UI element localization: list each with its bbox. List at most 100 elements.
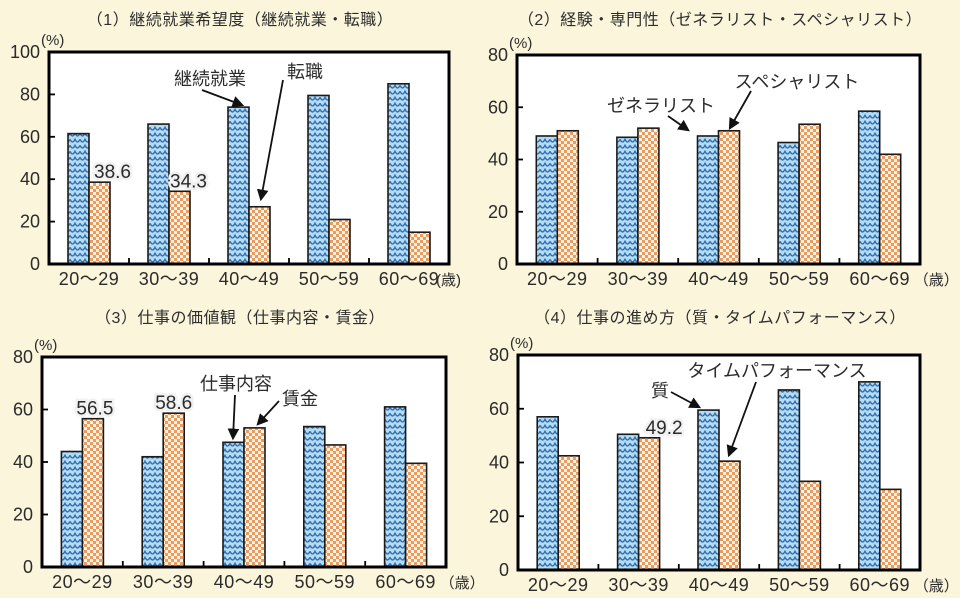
bar-s2-c5	[878, 488, 902, 571]
bar-s2-c4	[798, 480, 822, 571]
x-tick-label: 50〜59	[295, 572, 356, 592]
chart-4-figure: 0 20 40 60 80 20〜29 30〜39 40〜49 50〜59 60〜69 （歳） (%)…	[489, 335, 959, 595]
chart-4-canvas: 0 20 40 60 80 20〜29 30〜39 40〜49 50〜59 60〜69 （歳） (%)…	[480, 298, 960, 598]
bars-series-1	[535, 110, 881, 265]
y-tick-label: 60	[488, 97, 508, 117]
chart-panel-4: （4）仕事の進め方（質・タイムパフォーマンス） 0 20 40 60 80 20〜29 30…	[480, 298, 960, 598]
x-tick-label: 30〜39	[608, 575, 669, 595]
x-tick-label: 40〜49	[219, 269, 280, 289]
y-tick-label: 80	[488, 45, 508, 65]
x-tick-label: 50〜59	[299, 269, 360, 289]
y-tick-label: 20	[13, 505, 33, 525]
bar-s1-c2	[616, 136, 639, 265]
series-annotation-label: 仕事内容	[200, 374, 272, 394]
chart-panel-1: （1）継続就業希望度（継続就業・転職） 0 20 40 60 80 100 20〜29 30〜…	[0, 0, 480, 298]
y-tick-label: 20	[488, 202, 508, 222]
series-annotation-label: ゼネラリスト	[607, 96, 715, 116]
annotation-arrow	[667, 115, 690, 132]
y-tick-label: 40	[488, 150, 508, 170]
data-label: 56.5	[76, 399, 113, 420]
bar-s2-c2	[162, 412, 185, 568]
bar-s2-c5	[408, 231, 431, 265]
x-tick-label: 60〜69	[850, 575, 911, 595]
annotation-arrow	[256, 400, 280, 426]
bar-s1-c4	[777, 141, 800, 265]
y-tick-label: 0	[498, 254, 508, 274]
chart-2-canvas: 0 20 40 60 80 20〜29 30〜39 40〜49 50〜59 60〜69 （歳） (%)…	[480, 0, 960, 298]
x-tick-label: 60〜69	[849, 269, 910, 289]
bar-s2-c2	[637, 127, 660, 265]
annotation-arrow	[201, 89, 245, 108]
y-axis-unit-label: (%)	[41, 32, 64, 49]
x-tick-label: 20〜29	[527, 269, 588, 289]
chart-1-canvas: 0 20 40 60 80 100 20〜29 30〜39 40〜49 50〜59 60〜69 (歳)…	[0, 0, 480, 298]
chart-panel-2: （2）経験・専門性（ゼネラリスト・スペシャリスト） 0 20 40 60 80 20〜29…	[480, 0, 960, 298]
data-label: 34.3	[170, 171, 207, 192]
series-annotation-label: 賃金	[282, 389, 318, 409]
x-tick-label: 30〜39	[133, 572, 194, 592]
y-tick-label: 0	[23, 557, 33, 577]
series-annotation-label: 質	[651, 381, 669, 401]
bar-s1-c2	[616, 433, 640, 571]
series-annotation-label: スペシャリスト	[735, 72, 860, 92]
bar-s1-c5	[387, 83, 410, 265]
bar-s2-c3	[718, 460, 741, 571]
x-tick-label: 50〜59	[769, 575, 830, 595]
y-tick-label: 80	[20, 84, 40, 104]
bar-s1-c2	[147, 123, 170, 265]
x-tick-label: 40〜49	[688, 269, 749, 289]
chart-3-figure: 0 20 40 60 80 20〜29 30〜39 40〜49 50〜59 60〜69（歳） (%)…	[13, 337, 485, 592]
series-annotation-label: 継続就業	[174, 69, 246, 89]
chart-2-title: （2）経験・専門性（ゼネラリスト・スペシャリスト）	[517, 12, 923, 29]
data-label: 58.6	[155, 393, 192, 414]
y-tick-label: 0	[499, 560, 509, 580]
bar-s2-c2	[168, 190, 191, 265]
x-tick-label: 60〜69	[375, 572, 436, 592]
bar-s1-c1	[67, 132, 90, 265]
series-annotation-label: 転職	[287, 62, 323, 82]
y-tick-label: 80	[489, 345, 509, 365]
y-axis-unit-label: (%)	[34, 337, 57, 354]
x-tick-label: 40〜49	[689, 575, 750, 595]
bar-s2-c1	[557, 454, 580, 571]
bar-s1-c3	[697, 409, 720, 571]
y-tick-label: 40	[13, 452, 33, 472]
series-annotation-label: タイムパフォーマンス	[687, 361, 866, 381]
bar-s1-c5	[857, 110, 881, 265]
bar-s2-c1	[88, 181, 111, 265]
x-tick-label: 20〜29	[528, 575, 589, 595]
x-tick-label: 40〜49	[214, 572, 275, 592]
chart-1-title: （1）継続就業希望度（継続就業・転職）	[86, 12, 394, 29]
bar-s2-c1	[81, 417, 105, 568]
bar-s1-c4	[307, 94, 330, 265]
y-tick-label: 80	[13, 347, 33, 367]
annotation-arrow	[726, 381, 757, 458]
annotation-arrow	[728, 90, 752, 131]
y-axis-unit-label: (%)	[510, 335, 533, 352]
y-tick-label: 20	[489, 506, 509, 526]
bar-s2-c1	[556, 129, 580, 265]
x-tick-label: 30〜39	[608, 269, 669, 289]
bar-s2-c4	[323, 444, 347, 568]
y-tick-label: 60	[489, 399, 509, 419]
annotation-arrow	[256, 79, 284, 202]
bars-series-1	[67, 83, 410, 265]
bar-s1-c3	[696, 135, 720, 265]
bar-s2-c3	[717, 129, 741, 265]
y-tick-label: 40	[489, 453, 509, 473]
y-tick-label: 60	[13, 400, 33, 420]
bar-s2-c4	[328, 218, 351, 265]
chart-3-title: （3）仕事の価値観（仕事内容・賃金）	[95, 310, 385, 327]
bar-s1-c3	[222, 441, 245, 568]
bar-s1-c5	[857, 381, 881, 571]
bar-s1-c1	[536, 416, 560, 571]
y-tick-label: 20	[20, 212, 40, 232]
bar-s2-c5	[404, 462, 428, 568]
plot-border	[47, 50, 451, 266]
y-tick-label: 40	[20, 169, 40, 189]
bar-s1-c5	[383, 406, 407, 568]
chart-panel-3: （3）仕事の価値観（仕事内容・賃金） 0 20 40 60 80 20〜29 30〜39 40…	[0, 298, 485, 598]
chart-4-title: （4）仕事の進め方（質・タイムパフォーマンス）	[534, 310, 906, 327]
bar-s2-c3	[243, 427, 266, 568]
bar-s1-c1	[535, 135, 559, 265]
